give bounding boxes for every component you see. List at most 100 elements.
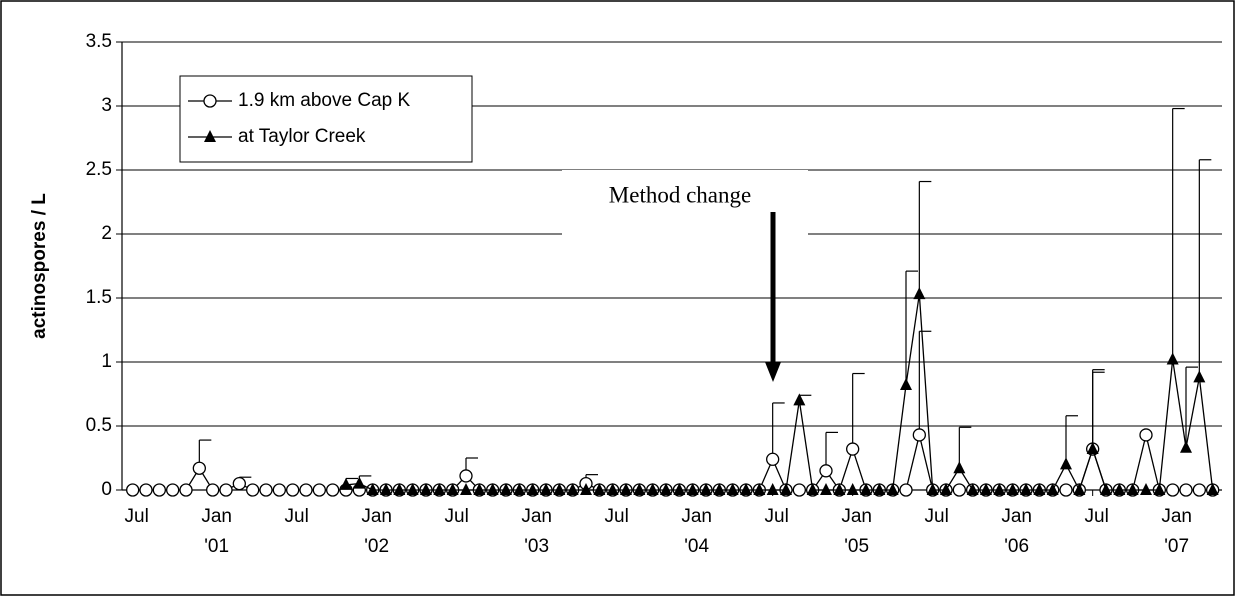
point (846, 442, 860, 456)
point (1126, 483, 1139, 495)
point (540, 483, 552, 495)
point (953, 461, 966, 474)
x-year-label: '02 (364, 536, 389, 557)
point (1180, 440, 1192, 453)
point (726, 483, 739, 495)
point (580, 483, 592, 495)
point (753, 483, 766, 495)
point (820, 483, 832, 495)
point (740, 483, 752, 495)
point (673, 483, 686, 495)
point (1139, 428, 1153, 442)
point (299, 483, 313, 497)
legend-label: at Taylor Creek (238, 126, 366, 147)
x-tick-label: Jul (125, 506, 149, 527)
point (1166, 352, 1179, 365)
point (1153, 483, 1166, 495)
point (660, 483, 672, 495)
x-year-label: '04 (684, 536, 709, 557)
point (819, 464, 833, 478)
point (1113, 483, 1126, 495)
point (246, 483, 260, 497)
error-bar (1092, 369, 1105, 450)
error-bar (1065, 415, 1078, 465)
point (566, 483, 579, 495)
x-year-label: '07 (1164, 536, 1189, 557)
point (126, 483, 140, 497)
x-tick-label: Jan (1001, 506, 1032, 527)
point (912, 428, 926, 442)
point (553, 483, 566, 495)
y-tick-label: 2.5 (86, 159, 112, 180)
point (513, 483, 526, 495)
point (633, 483, 646, 495)
error-bar (905, 270, 918, 386)
x-tick-label: Jul (605, 506, 629, 527)
point (473, 483, 486, 495)
point (380, 483, 392, 495)
point (1059, 483, 1073, 497)
point (232, 476, 246, 491)
y-tick-label: 3.5 (86, 31, 112, 52)
point (980, 483, 992, 495)
x-tick-label: Jul (765, 506, 789, 527)
point (766, 483, 779, 495)
point (500, 483, 512, 495)
point (219, 483, 233, 497)
point (792, 483, 806, 497)
point (1033, 483, 1046, 495)
point (913, 287, 926, 300)
point (900, 378, 912, 391)
y-tick-label: 1 (101, 351, 112, 372)
point (606, 483, 619, 495)
legend-label: 1.9 km above Cap K (238, 90, 410, 111)
point (166, 483, 180, 497)
point (272, 483, 286, 497)
point (1046, 483, 1059, 495)
y-tick-label: 1.5 (86, 287, 112, 308)
point (286, 483, 300, 497)
point (312, 483, 326, 497)
error-bar (772, 402, 785, 460)
point (152, 483, 166, 497)
point (179, 483, 193, 497)
point (952, 483, 966, 497)
point (259, 483, 273, 497)
x-year-label: '06 (1004, 536, 1029, 557)
point (1100, 483, 1112, 495)
point (460, 483, 472, 495)
x-year-label: '03 (524, 536, 549, 557)
point (806, 483, 819, 495)
point (846, 483, 859, 495)
point (1206, 483, 1219, 495)
y-tick-label: 3 (101, 95, 112, 116)
legend-marker (204, 130, 216, 142)
x-year-label: '05 (844, 536, 869, 557)
point (206, 483, 220, 497)
point (1073, 483, 1086, 495)
point (420, 483, 432, 495)
point (1140, 483, 1152, 495)
point (1020, 483, 1032, 495)
point (593, 483, 606, 495)
y-tick-label: 0 (101, 479, 112, 500)
legend (179, 75, 473, 163)
x-year-label: '01 (204, 536, 229, 557)
point (1166, 483, 1180, 497)
annotation-backdrop (562, 170, 808, 240)
point (353, 476, 366, 489)
point (860, 483, 872, 495)
y-axis-label: actinospores / L (29, 193, 50, 339)
x-tick-label: Jul (1085, 506, 1109, 527)
point (139, 483, 153, 497)
point (993, 483, 1006, 495)
point (686, 483, 699, 495)
point (1192, 483, 1206, 497)
x-tick-label: Jul (925, 506, 949, 527)
x-tick-label: Jan (361, 506, 392, 527)
point (700, 483, 712, 495)
point (713, 483, 726, 495)
point (192, 461, 206, 475)
point (486, 483, 499, 495)
point (646, 483, 659, 495)
